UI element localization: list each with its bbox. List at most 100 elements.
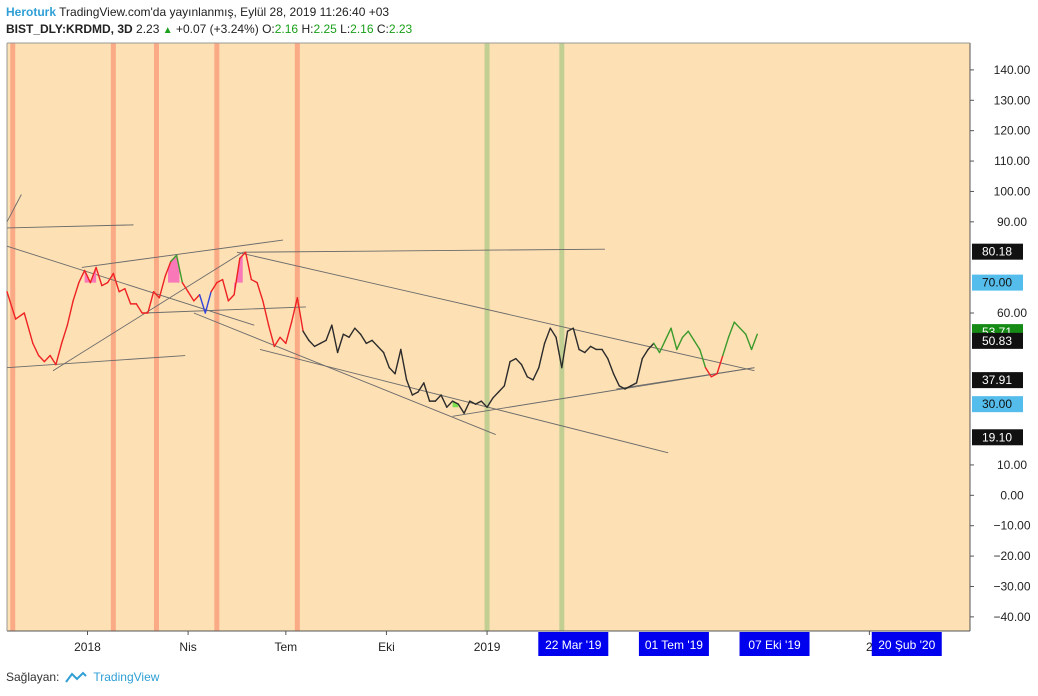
price-segment-33 [204, 291, 212, 314]
price-segment-43 [262, 300, 270, 326]
price-segment-87 [515, 357, 523, 366]
green-band-0 [484, 43, 490, 631]
price-segment-97 [572, 327, 580, 351]
y-tick-label-14: −40.00 [993, 610, 1030, 624]
price-segment-36 [221, 278, 230, 302]
price-segment-47 [285, 321, 293, 345]
trendline-11 [616, 367, 755, 390]
green-band-1 [559, 43, 565, 631]
red-band-3 [214, 43, 220, 631]
price-segment-88 [520, 363, 529, 378]
price-segment-49 [296, 297, 304, 332]
price-segment-57 [342, 333, 350, 339]
last-price: 2.23 [136, 22, 160, 36]
price-segment-68 [405, 379, 414, 396]
red-band-2 [153, 43, 159, 631]
y-tick-label-4: 100.00 [994, 184, 1031, 198]
trendline-5 [144, 306, 306, 314]
price-segment-3 [32, 342, 40, 357]
pink-zone-2 [234, 255, 243, 295]
price-label-6: 19.10 [982, 430, 1012, 444]
footer: Sağlayan: TradingView [6, 670, 159, 684]
price-segment-76 [451, 400, 460, 405]
price-segment-51 [308, 339, 316, 348]
price-segment-39 [239, 251, 247, 259]
price-segment-46 [279, 336, 287, 345]
price-segment-34 [210, 281, 218, 293]
price-segment-58 [348, 327, 356, 339]
time-flag-box-1 [638, 632, 709, 656]
open-value: 2.16 [274, 22, 299, 36]
price-segment-74 [440, 394, 448, 408]
published-text: TradingView.com'da yayınlanmış, Eylül 28… [59, 5, 390, 19]
price-segment-55 [331, 324, 339, 354]
price-segment-75 [446, 400, 454, 408]
price-segment-19 [124, 287, 132, 305]
price-label-box-5 [972, 396, 1023, 413]
price-segment-0 [6, 291, 17, 320]
price-segment-30 [187, 291, 195, 302]
time-flag-3: 20 Şub '20 [878, 638, 935, 652]
price-segment-13 [89, 266, 97, 284]
price-change: +0.07 (+3.24%) [175, 22, 259, 36]
price-segment-54 [325, 324, 333, 342]
price-segment-69 [411, 391, 419, 396]
price-segment-90 [532, 366, 540, 381]
publish-info: Heroturk TradingView.com'da yayınlanmış,… [6, 5, 389, 19]
trendline-2 [6, 355, 186, 369]
price-segment-60 [359, 333, 368, 345]
low-label: L: [340, 22, 351, 36]
price-segment-83 [492, 391, 500, 399]
price-segment-92 [543, 327, 552, 345]
price-segment-44 [267, 324, 276, 348]
publisher-name[interactable]: Heroturk [6, 5, 57, 19]
price-segment-124 [727, 321, 735, 339]
price-segment-106 [624, 385, 632, 390]
red-band-1 [110, 43, 116, 631]
price-label-box-0 [972, 243, 1023, 260]
price-segment-40 [244, 251, 253, 281]
close-label: C: [376, 22, 389, 36]
price-segment-12 [83, 269, 92, 284]
x-tick-label-0: 2018 [74, 640, 101, 654]
y-tick-label-9: 10.00 [997, 458, 1027, 472]
time-flag-box-3 [871, 632, 942, 656]
price-label-1: 70.00 [982, 276, 1012, 290]
x-tick-label-4: 2019 [474, 640, 501, 654]
price-segment-17 [112, 272, 120, 293]
price-segment-16 [106, 272, 115, 284]
trendline-1 [6, 245, 255, 326]
y-tick-label-3: 110.00 [994, 154, 1030, 168]
y-tick-label-6: 60.00 [997, 306, 1027, 320]
price-segment-48 [290, 297, 299, 323]
trendline-4 [81, 239, 284, 268]
price-segment-71 [423, 382, 431, 402]
time-flag-box-0 [538, 632, 609, 656]
close-value: 2.23 [388, 22, 413, 36]
trendline-12 [6, 194, 22, 223]
price-segment-24 [152, 291, 161, 299]
price-segment-99 [584, 345, 592, 354]
price-segment-59 [354, 327, 362, 335]
price-segment-91 [538, 342, 546, 369]
price-segment-89 [526, 376, 534, 381]
price-segment-66 [394, 348, 402, 375]
tradingview-brand[interactable]: TradingView [93, 670, 160, 684]
high-label: H: [301, 22, 314, 36]
price-segment-112 [658, 339, 666, 354]
price-segment-15 [101, 281, 109, 287]
price-segment-11 [78, 269, 86, 284]
time-flag-1: 01 Tem '19 [645, 638, 703, 652]
price-segment-10 [72, 281, 80, 302]
price-segment-62 [371, 339, 379, 348]
price-segment-110 [647, 342, 655, 351]
x-tick-label-5: 2 [866, 640, 873, 654]
price-segment-31 [193, 294, 201, 302]
price-segment-95 [561, 330, 569, 369]
price-segment-113 [664, 327, 672, 342]
price-segment-116 [681, 330, 689, 339]
price-segment-32 [198, 294, 207, 314]
price-segment-18 [118, 287, 126, 293]
price-segment-27 [170, 254, 178, 263]
